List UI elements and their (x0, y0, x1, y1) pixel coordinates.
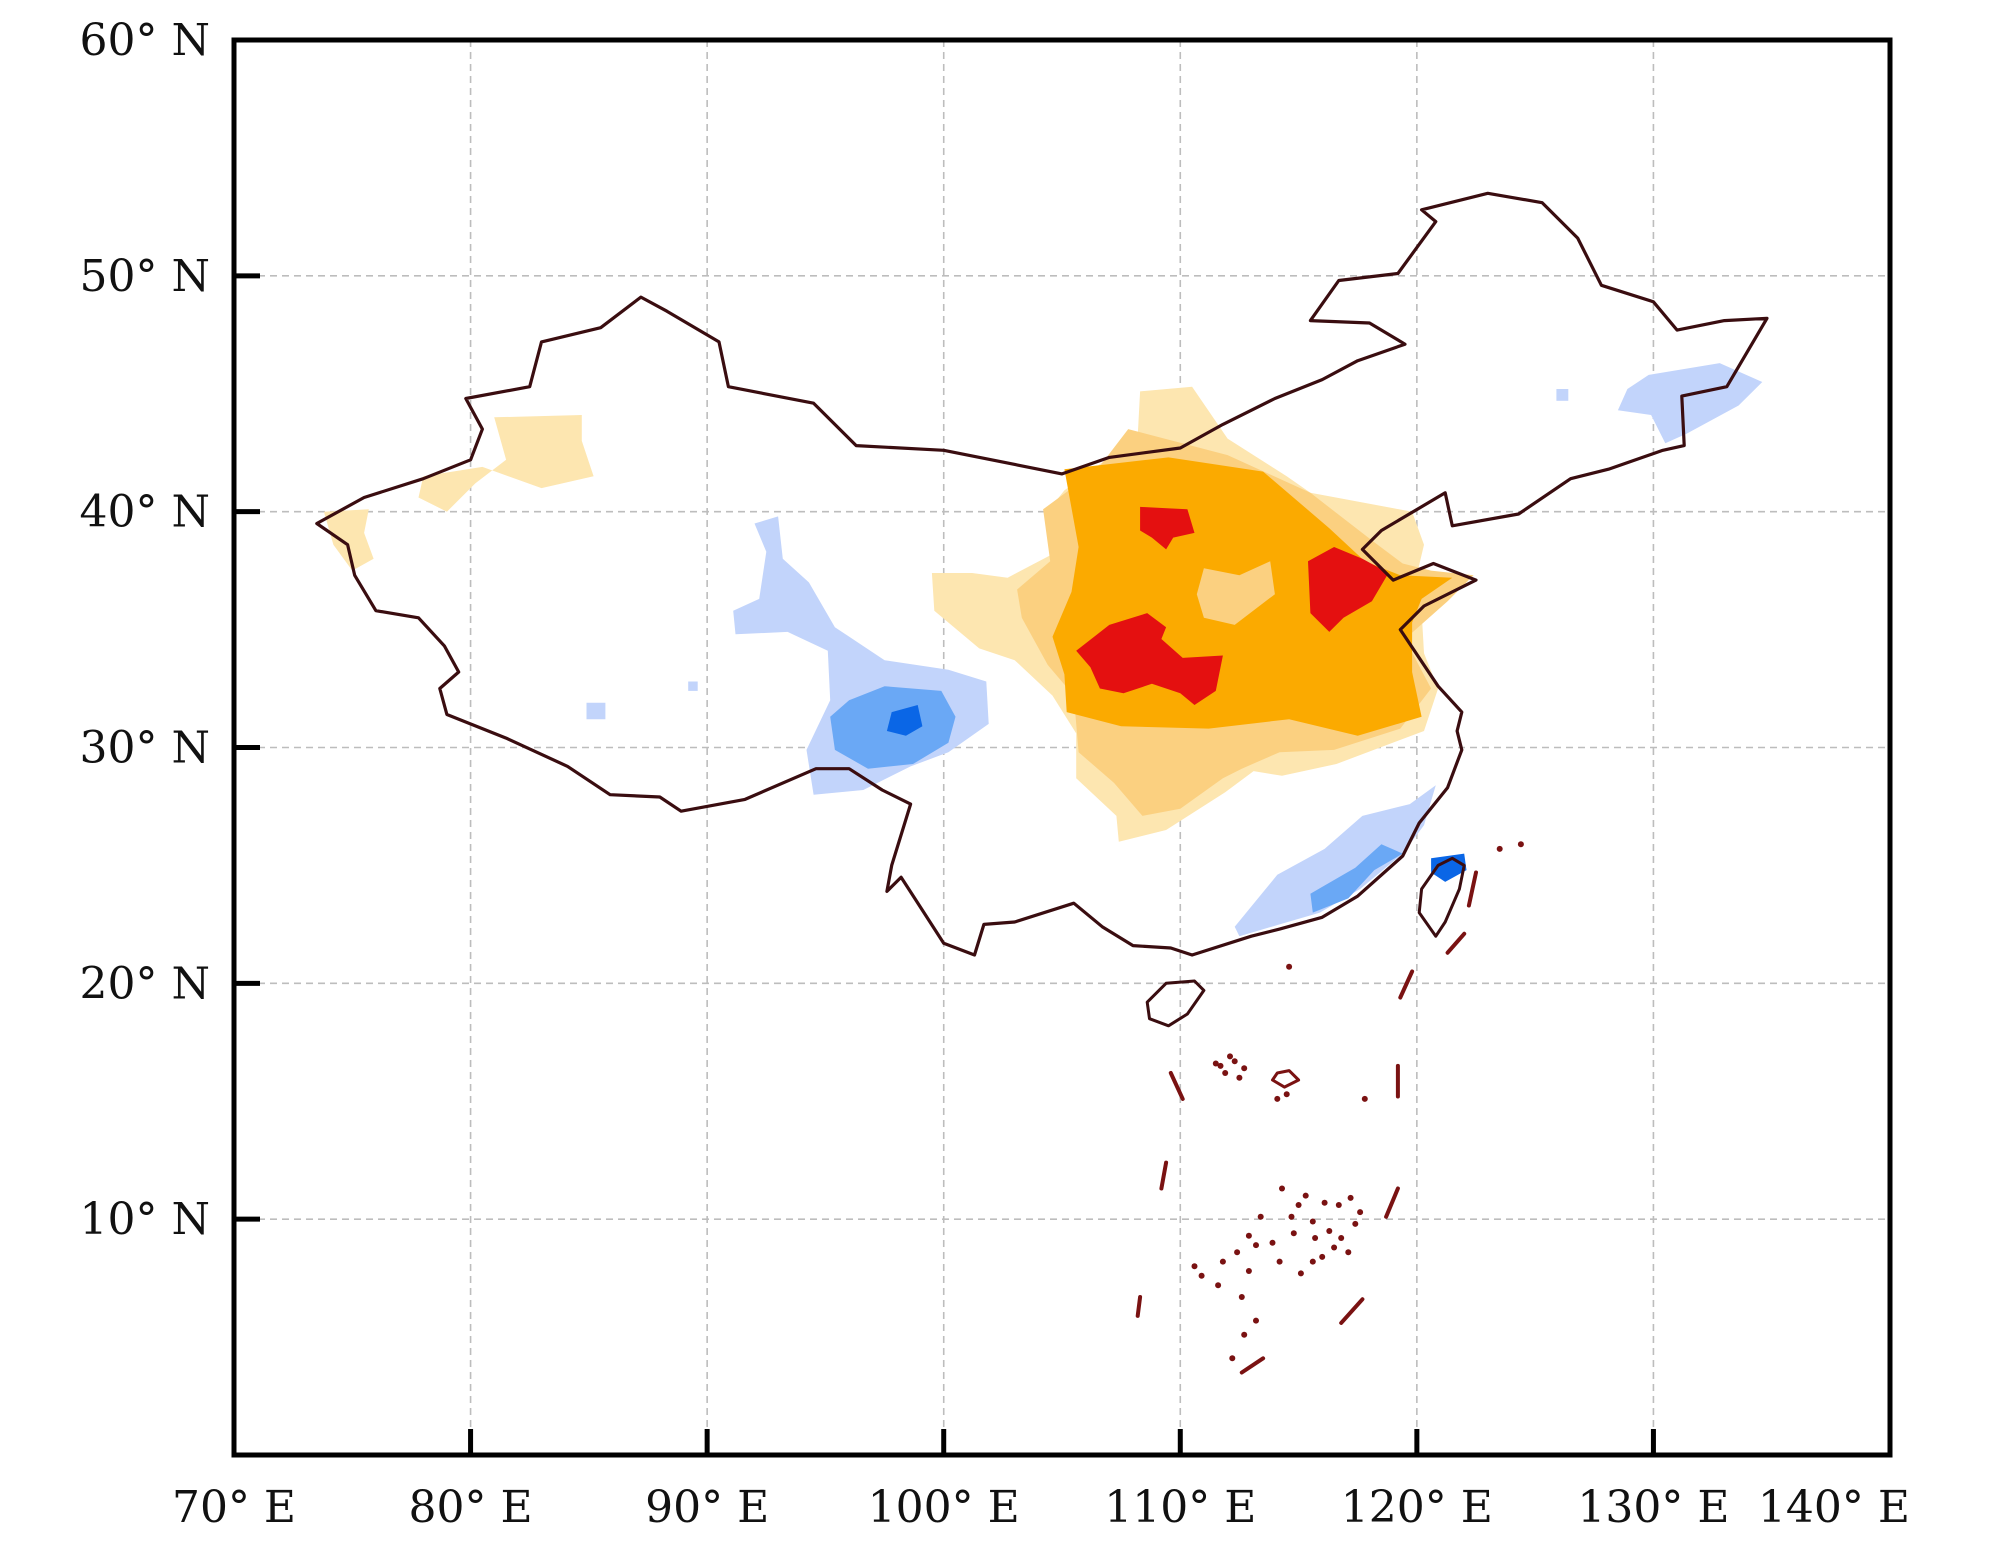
boundary-dash-3 (1239, 1356, 1266, 1375)
island-dot (1245, 1232, 1252, 1239)
island-dot (1274, 1095, 1281, 1102)
axis-labels: 70° E 80° E 90° E 100° E 110° E 120° E 130° E 1… (80, 15, 1910, 1533)
boundary-dash-0 (1135, 1295, 1143, 1318)
island-dot (1361, 1095, 1368, 1102)
island-dot (1229, 1355, 1236, 1362)
island-dot (1321, 1199, 1328, 1206)
anomaly-regions (323, 363, 1763, 937)
country-border (315, 191, 1769, 1028)
island-dot (1241, 1331, 1248, 1338)
region-light-blue-12 (586, 702, 606, 720)
island-dot (1309, 1258, 1316, 1265)
axis-ticks (234, 273, 1656, 1455)
island-dot (1238, 1294, 1245, 1300)
lon-tick-label: 130° E (1577, 1482, 1729, 1533)
lon-tick-label: 100° E (868, 1482, 1020, 1533)
island-dot (1290, 1230, 1297, 1237)
region-light-blue-13 (688, 681, 698, 691)
island-dot (1295, 1202, 1302, 1208)
island-dot (1357, 1209, 1364, 1216)
lon-tick-label: 110° E (1104, 1482, 1256, 1533)
lat-tick-label: 30° N (80, 723, 210, 774)
lat-tick-label: 40° N (80, 487, 210, 538)
lon-tick-label: 120° E (1341, 1482, 1493, 1533)
region-light-blue-15 (1556, 389, 1569, 401)
island-dot (1217, 1062, 1224, 1069)
lat-tick-label: 20° N (80, 958, 210, 1009)
island-dot (1309, 1218, 1316, 1225)
island-dot (1517, 841, 1524, 848)
lat-tick-label: 10° N (80, 1194, 210, 1245)
island-dot (1279, 1185, 1285, 1192)
island-dot (1345, 1249, 1352, 1256)
island-dot (1338, 1235, 1345, 1241)
island-dot (1198, 1272, 1205, 1279)
region-blue-11 (886, 705, 923, 736)
island-dot (1245, 1268, 1252, 1274)
lon-tick-label: 140° E (1758, 1482, 1910, 1533)
island-dot (1297, 1270, 1304, 1277)
island-dot (1219, 1258, 1226, 1265)
lat-tick-label: 50° N (80, 251, 210, 302)
lat-tick-label: 60° N (80, 15, 210, 66)
island-dot (1215, 1282, 1222, 1289)
hainan-outline (1145, 979, 1206, 1028)
island-dot (1283, 1091, 1290, 1098)
island-dot (1236, 1074, 1243, 1081)
region-red-5 (1140, 506, 1195, 550)
island-dot (1286, 963, 1293, 970)
region-mid-blue-17 (1310, 844, 1403, 913)
island-dot (1212, 1060, 1219, 1067)
island-dot (1231, 1058, 1238, 1065)
boundary-dash-8 (1445, 931, 1467, 955)
lon-tick-label: 70° E (172, 1482, 296, 1533)
island-dot (1253, 1317, 1259, 1324)
lon-tick-label: 80° E (409, 1482, 533, 1533)
island-dot (1312, 1235, 1319, 1241)
island-dot (1347, 1194, 1354, 1201)
island-dot (1302, 1192, 1309, 1199)
boundary-dash-1 (1159, 1160, 1169, 1191)
region-red-7 (1076, 613, 1223, 705)
region-red-6 (1308, 547, 1389, 632)
island-dot (1288, 1213, 1295, 1220)
china-outline (315, 191, 1769, 957)
region-light-orange-8 (1196, 561, 1275, 625)
region-light-blue-14 (1617, 363, 1763, 444)
boundary-dash-2 (1168, 1071, 1185, 1101)
island-outline (1271, 1069, 1301, 1089)
island-dot (1191, 1263, 1198, 1270)
island-dot (1269, 1239, 1276, 1246)
island-dot (1227, 1053, 1233, 1060)
island-dot (1276, 1258, 1283, 1265)
island-dot (1241, 1065, 1248, 1072)
island-dot (1335, 1202, 1342, 1208)
south-china-sea-islands (1135, 841, 1524, 1375)
boundary-dash-5 (1384, 1186, 1400, 1219)
island-dot (1253, 1242, 1259, 1249)
lon-tick-label: 90° E (645, 1482, 769, 1533)
island-dot (1496, 845, 1503, 852)
boundary-dash-4 (1339, 1297, 1365, 1325)
region-light-yellow-1 (323, 509, 374, 571)
island-dot (1331, 1244, 1338, 1251)
boundary-dash-7 (1398, 969, 1415, 1000)
island-dot (1326, 1228, 1333, 1234)
island-dot (1222, 1070, 1229, 1076)
taiwan-outline (1417, 856, 1466, 938)
island-dot (1319, 1253, 1326, 1260)
island-dot (1257, 1213, 1264, 1220)
island-dot (1234, 1249, 1241, 1256)
island-dot (1352, 1220, 1359, 1227)
boundary-dash-9 (1466, 870, 1478, 908)
region-light-blue-16 (1234, 785, 1436, 937)
graticule (234, 40, 1890, 1455)
region-light-yellow-0 (418, 415, 594, 512)
